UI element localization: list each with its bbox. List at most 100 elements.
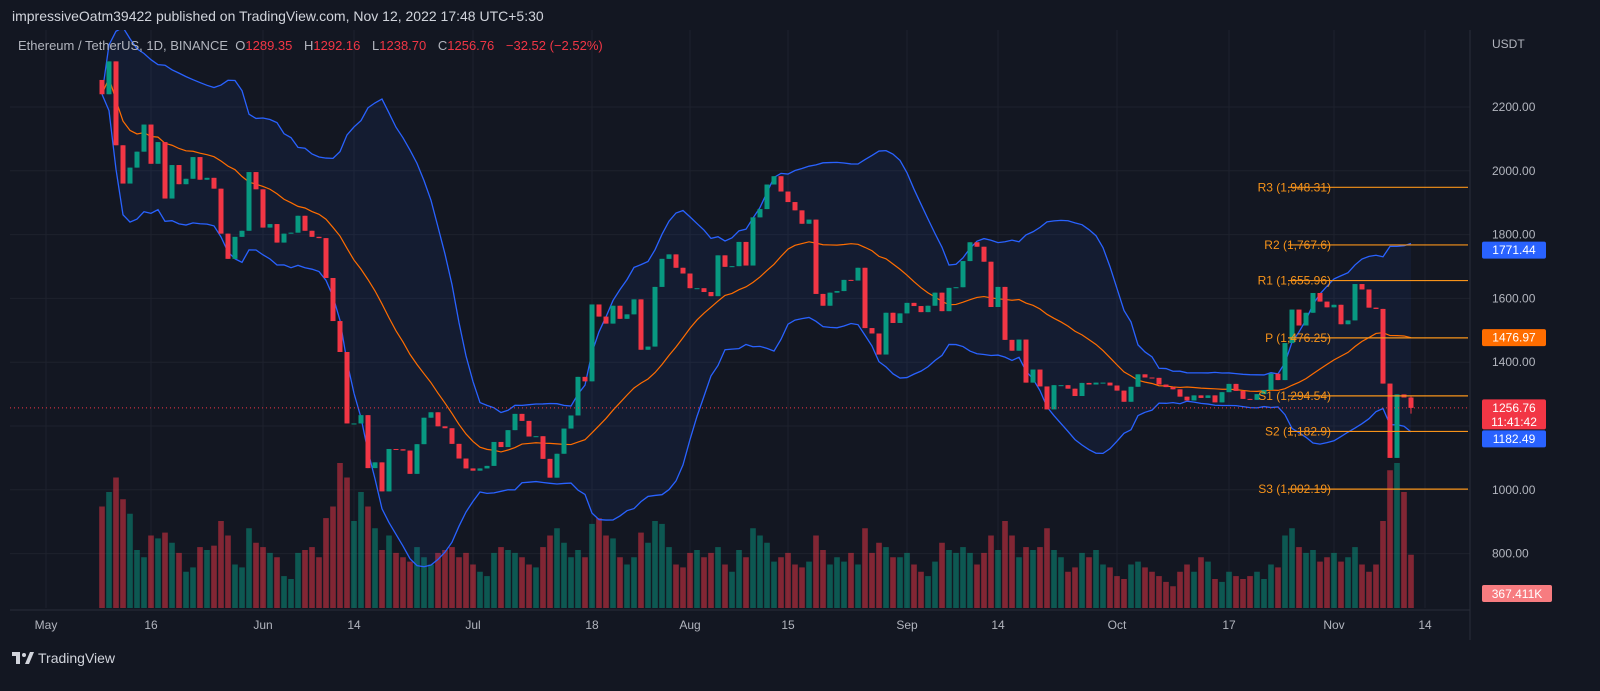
volume-bar	[386, 535, 392, 608]
volume-bar	[1310, 550, 1316, 608]
pivot-label: P (1,476.25)	[1265, 331, 1331, 345]
volume-bar	[687, 552, 693, 608]
volume-bar	[1184, 564, 1190, 608]
volume-bar	[1121, 579, 1127, 608]
countdown-label: 11:41:42	[1491, 415, 1537, 429]
candle	[344, 351, 350, 424]
volume-bar	[309, 547, 315, 608]
volume-bar	[554, 528, 560, 608]
publisher-line: impressiveOatm39422 published on Trading…	[12, 8, 544, 24]
candle	[1065, 385, 1071, 389]
price-tick-label: 1800.00	[1492, 228, 1536, 242]
price-label-text: 1476.97	[1492, 331, 1536, 345]
volume-bar	[1149, 571, 1155, 608]
volume-bar	[120, 499, 126, 608]
volume-label-text: 367.411K	[1492, 587, 1543, 601]
volume-bar	[323, 518, 329, 608]
time-tick-label: Jul	[465, 618, 480, 632]
candle	[1324, 301, 1330, 308]
volume-bar	[477, 571, 483, 608]
tradingview-logo[interactable]: TradingView	[12, 650, 115, 666]
volume-bar	[540, 547, 546, 608]
candle	[127, 167, 133, 184]
candle	[1261, 389, 1267, 395]
volume-bar	[610, 538, 616, 608]
volume-bar	[1156, 576, 1162, 608]
candle	[953, 287, 959, 289]
candle	[974, 242, 980, 247]
candle	[330, 277, 336, 322]
candle	[1387, 383, 1393, 458]
candle	[638, 299, 644, 350]
candle	[421, 417, 427, 445]
volume-bar	[512, 552, 518, 608]
volume-bar	[141, 557, 147, 608]
symbol-name[interactable]: Ethereum / TetherUS, 1D, BINANCE	[18, 38, 229, 53]
volume-bar	[1212, 579, 1218, 608]
candle	[687, 273, 693, 289]
candle	[1366, 289, 1372, 308]
candle	[820, 293, 826, 306]
volume-bar	[449, 547, 455, 608]
volume-bar	[918, 571, 924, 608]
candle	[197, 157, 203, 180]
candle	[841, 279, 847, 292]
candle	[470, 468, 476, 471]
volume-bar	[862, 528, 868, 608]
volume-bar	[1261, 579, 1267, 608]
candle	[155, 142, 161, 164]
volume-bar	[1191, 571, 1197, 608]
volume-bar	[631, 557, 637, 608]
volume-bar	[645, 542, 651, 608]
candle	[106, 61, 112, 95]
candle	[631, 299, 637, 315]
volume-bar	[1387, 470, 1393, 608]
candle	[652, 286, 658, 347]
volume-bar	[834, 557, 840, 608]
low-value: 1238.70	[379, 38, 427, 53]
volume-bar	[799, 567, 805, 608]
candle	[715, 255, 721, 297]
volume-bar	[1268, 564, 1274, 608]
candle	[757, 209, 763, 218]
bollinger-basis-line	[101, 76, 1412, 453]
pivot-label: S3 (1,002.19)	[1258, 482, 1331, 496]
candle	[253, 172, 259, 190]
price-tick-label: 1600.00	[1492, 291, 1536, 305]
time-tick-label: 15	[781, 618, 795, 632]
candle	[428, 412, 434, 418]
candle	[1170, 387, 1176, 390]
volume-bar	[701, 557, 707, 608]
volume-bar	[995, 550, 1001, 608]
low-label: L	[372, 38, 380, 53]
volume-bar	[134, 550, 140, 608]
volume-bar	[568, 557, 574, 608]
candle	[512, 413, 518, 431]
volume-bar	[1205, 561, 1211, 608]
volume-bar	[680, 567, 686, 608]
time-tick-label: 14	[991, 618, 1005, 632]
volume-bar	[1401, 492, 1407, 608]
candle	[771, 176, 777, 185]
candle	[463, 458, 469, 469]
volume-bar	[1380, 521, 1386, 608]
candle	[1093, 382, 1099, 385]
candle	[729, 266, 735, 268]
candle	[813, 219, 819, 294]
volume-bar	[463, 552, 469, 608]
volume-bar	[1254, 571, 1260, 608]
volume-bar	[1072, 567, 1078, 608]
volume-bar	[1198, 557, 1204, 608]
volume-bar	[806, 561, 812, 608]
open-label: O	[235, 38, 246, 53]
volume-bar	[652, 521, 658, 608]
price-tick-label: 800.00	[1492, 547, 1529, 561]
volume-bar	[400, 557, 406, 608]
volume-bar	[302, 550, 308, 608]
time-tick-label: Oct	[1108, 618, 1127, 632]
candle	[1184, 396, 1190, 401]
volume-bar	[1394, 463, 1400, 608]
candle	[1156, 377, 1162, 385]
candle	[351, 423, 357, 425]
